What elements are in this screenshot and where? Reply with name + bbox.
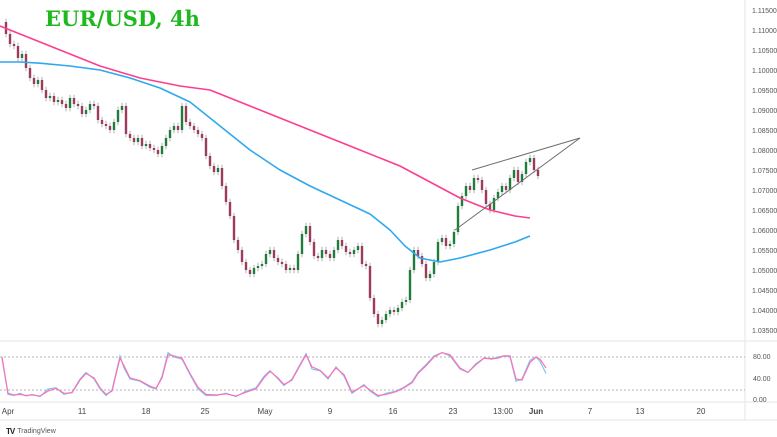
time-axis-label: 7 — [587, 407, 593, 416]
time-axis-label: 16 — [388, 407, 398, 416]
time-axis-label: 20 — [696, 407, 706, 416]
price-axis-label: 1.05500 — [752, 248, 777, 255]
time-axis-label: 23 — [448, 407, 458, 416]
price-axis-label: 1.04500 — [752, 288, 777, 295]
price-axis-label: 1.06000 — [752, 228, 777, 235]
price-axis-label: 1.11000 — [752, 28, 777, 35]
time-axis-label: 9 — [327, 407, 333, 416]
price-axis-label: 1.07500 — [752, 168, 777, 175]
price-axis-label: 1.03500 — [752, 328, 777, 335]
moving-average-lines — [0, 25, 531, 263]
price-candles — [4, 18, 540, 328]
time-axis-label: 25 — [200, 407, 210, 416]
time-axis-label: May — [257, 407, 273, 416]
rising-wedge-trendlines[interactable] — [454, 137, 581, 231]
price-axis-label: 1.08000 — [752, 148, 777, 155]
price-axis-label: 1.08500 — [752, 128, 777, 135]
time-axis-label: 18 — [141, 407, 151, 416]
price-axis-label: 1.09000 — [752, 108, 777, 115]
chart-title: EUR/USD, 4h — [45, 6, 200, 31]
price-axis-label: 1.05000 — [752, 268, 777, 275]
time-axis-label: Apr — [1, 407, 15, 416]
price-axis-label: 1.04000 — [752, 308, 777, 315]
price-axis-label: 1.09500 — [752, 88, 777, 95]
oscillator-axis-label: 40.00 — [753, 376, 771, 383]
price-axis-label: 1.11500 — [752, 8, 777, 15]
tradingview-attribution[interactable]: TV TradingView — [6, 427, 56, 436]
oscillator-axis-label: 80.00 — [753, 354, 771, 361]
price-axis-label: 1.10500 — [752, 48, 777, 55]
price-axis-label: 1.07000 — [752, 188, 777, 195]
tradingview-logo-icon: TV — [6, 427, 15, 436]
time-axis-label: 13:00 — [492, 407, 514, 416]
time-axis-label: Jun — [528, 407, 544, 416]
stochastic-oscillator-lines — [1, 351, 547, 398]
price-axis-label: 1.06500 — [752, 208, 777, 215]
brand-label: TradingView — [17, 428, 56, 435]
price-axis-label: 1.10000 — [752, 68, 777, 75]
time-axis-label: 13 — [635, 407, 645, 416]
oscillator-level-lines — [0, 356, 745, 391]
time-axis-label: 11 — [77, 407, 87, 416]
oscillator-axis-label: 0.00 — [753, 397, 767, 404]
